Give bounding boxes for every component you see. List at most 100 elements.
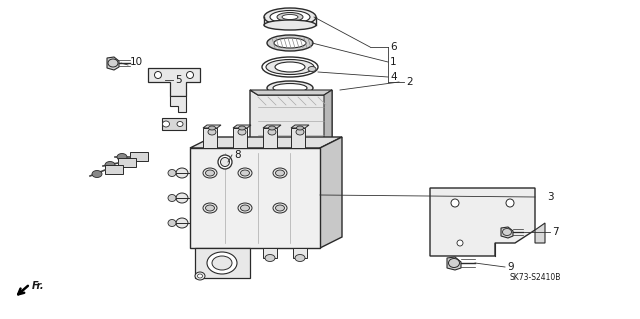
- Polygon shape: [190, 148, 320, 248]
- Bar: [203, 128, 217, 148]
- Polygon shape: [203, 125, 221, 128]
- Ellipse shape: [282, 14, 298, 19]
- Ellipse shape: [218, 155, 232, 169]
- Ellipse shape: [203, 168, 217, 178]
- Ellipse shape: [275, 62, 305, 72]
- Polygon shape: [162, 118, 186, 130]
- Ellipse shape: [238, 129, 246, 135]
- Bar: [263, 248, 277, 258]
- Ellipse shape: [266, 60, 314, 75]
- Polygon shape: [447, 257, 461, 270]
- Polygon shape: [105, 165, 123, 174]
- Ellipse shape: [203, 203, 217, 213]
- Polygon shape: [195, 248, 250, 278]
- Polygon shape: [250, 90, 332, 150]
- Text: 10: 10: [130, 57, 143, 67]
- Ellipse shape: [92, 170, 102, 177]
- Ellipse shape: [241, 205, 250, 211]
- Ellipse shape: [506, 199, 514, 207]
- Ellipse shape: [205, 255, 215, 262]
- Text: 7: 7: [552, 227, 559, 237]
- Polygon shape: [170, 96, 186, 112]
- Ellipse shape: [278, 154, 302, 162]
- Ellipse shape: [176, 218, 188, 228]
- Ellipse shape: [238, 168, 252, 178]
- Text: 2: 2: [406, 77, 413, 87]
- Ellipse shape: [262, 57, 318, 77]
- Ellipse shape: [235, 255, 245, 262]
- Ellipse shape: [274, 38, 306, 48]
- Ellipse shape: [176, 193, 188, 203]
- Ellipse shape: [275, 170, 285, 176]
- Ellipse shape: [163, 121, 170, 127]
- Bar: [233, 248, 247, 258]
- Ellipse shape: [177, 122, 183, 127]
- Ellipse shape: [308, 66, 316, 71]
- Ellipse shape: [105, 161, 115, 168]
- Polygon shape: [291, 125, 309, 128]
- Polygon shape: [501, 227, 513, 238]
- Ellipse shape: [205, 170, 214, 176]
- Ellipse shape: [195, 272, 205, 280]
- Polygon shape: [118, 158, 136, 167]
- Text: SK73-S2410B: SK73-S2410B: [510, 272, 561, 281]
- Text: 4: 4: [390, 72, 397, 82]
- Ellipse shape: [209, 126, 216, 130]
- Text: 6: 6: [390, 42, 397, 52]
- Polygon shape: [535, 223, 545, 243]
- Ellipse shape: [296, 126, 303, 130]
- Ellipse shape: [267, 81, 313, 95]
- Ellipse shape: [264, 8, 316, 26]
- Polygon shape: [320, 137, 342, 248]
- Ellipse shape: [239, 126, 246, 130]
- Ellipse shape: [208, 129, 216, 135]
- Ellipse shape: [267, 35, 313, 51]
- Polygon shape: [263, 125, 281, 128]
- Text: 9: 9: [507, 262, 514, 272]
- Polygon shape: [233, 125, 251, 128]
- Ellipse shape: [241, 170, 250, 176]
- Ellipse shape: [273, 203, 287, 213]
- Ellipse shape: [270, 11, 310, 24]
- Text: 5: 5: [175, 75, 182, 85]
- Ellipse shape: [205, 205, 214, 211]
- Ellipse shape: [168, 195, 176, 202]
- Text: Fr.: Fr.: [32, 281, 45, 291]
- Ellipse shape: [154, 71, 161, 78]
- Ellipse shape: [198, 274, 202, 278]
- Bar: [291, 128, 305, 148]
- Ellipse shape: [275, 205, 285, 211]
- Polygon shape: [250, 90, 332, 95]
- Ellipse shape: [296, 129, 304, 135]
- Bar: [203, 248, 217, 258]
- Ellipse shape: [168, 169, 176, 176]
- Polygon shape: [324, 90, 332, 150]
- Ellipse shape: [168, 219, 176, 226]
- Ellipse shape: [273, 168, 287, 178]
- Bar: [233, 128, 247, 148]
- Ellipse shape: [457, 240, 463, 246]
- Ellipse shape: [176, 168, 188, 178]
- Ellipse shape: [268, 129, 276, 135]
- Ellipse shape: [207, 252, 237, 274]
- Ellipse shape: [221, 158, 230, 167]
- Polygon shape: [148, 68, 200, 96]
- Ellipse shape: [269, 126, 275, 130]
- Ellipse shape: [264, 20, 316, 30]
- Ellipse shape: [295, 255, 305, 262]
- Ellipse shape: [277, 12, 303, 21]
- Polygon shape: [130, 152, 148, 161]
- Text: 3: 3: [547, 192, 554, 202]
- Ellipse shape: [117, 153, 127, 160]
- Ellipse shape: [212, 256, 232, 270]
- Polygon shape: [190, 137, 342, 148]
- Polygon shape: [107, 57, 119, 70]
- Ellipse shape: [265, 255, 275, 262]
- Text: 1: 1: [390, 57, 397, 67]
- Ellipse shape: [273, 84, 307, 93]
- Ellipse shape: [238, 203, 252, 213]
- Bar: [293, 248, 307, 258]
- Polygon shape: [430, 188, 535, 256]
- Text: 8: 8: [234, 150, 241, 160]
- Bar: [263, 128, 277, 148]
